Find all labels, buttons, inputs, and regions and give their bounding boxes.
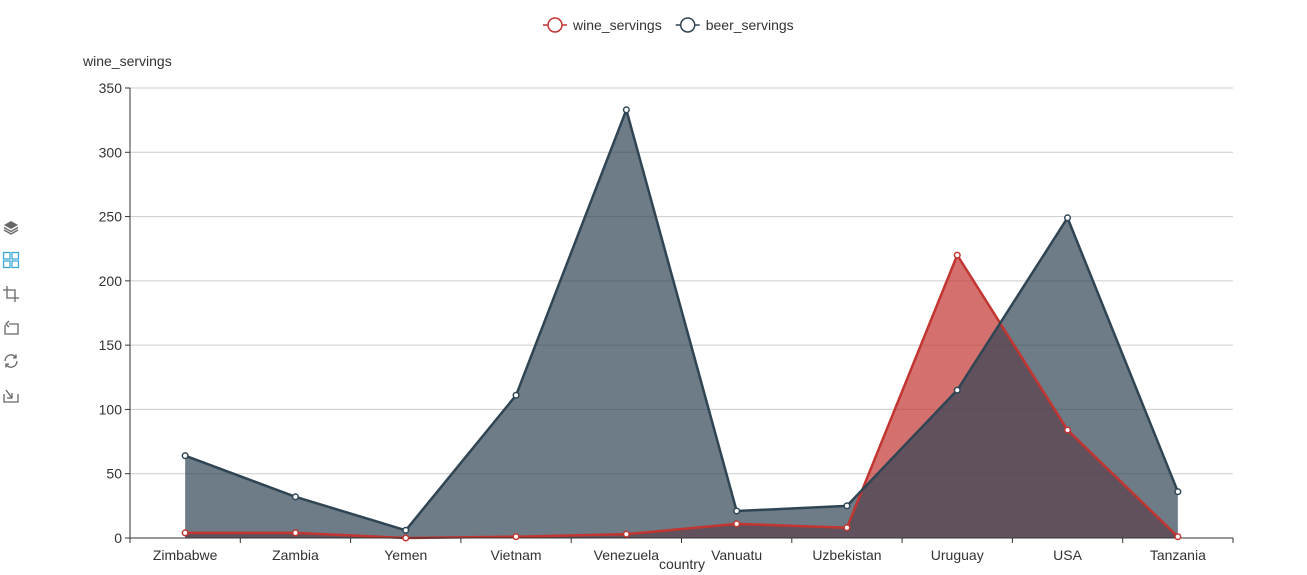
stack-icon[interactable] bbox=[2, 218, 20, 236]
point-beer_servings bbox=[181, 452, 189, 460]
y-tick-label: 150 bbox=[99, 337, 123, 353]
x-tick-label: Venezuela bbox=[594, 547, 660, 563]
point-beer_servings bbox=[512, 391, 520, 399]
point-beer_servings bbox=[291, 493, 300, 501]
x-tick-label: Zambia bbox=[272, 547, 319, 563]
point-wine_servings bbox=[402, 534, 410, 542]
line-beer_servings bbox=[184, 108, 1180, 532]
save-image-icon[interactable] bbox=[2, 386, 20, 404]
y-tick-label: 200 bbox=[99, 273, 123, 289]
point-beer_servings bbox=[953, 386, 961, 394]
legend-label-wine_servings: wine_servings bbox=[572, 17, 662, 33]
point-beer_servings bbox=[402, 526, 410, 534]
point-wine_servings bbox=[1064, 426, 1072, 434]
y-tick-label: 100 bbox=[99, 401, 123, 417]
restore-icon[interactable] bbox=[2, 352, 20, 370]
y-axis-title: wine_servings bbox=[82, 53, 172, 69]
point-wine_servings bbox=[181, 529, 189, 537]
point-beer_servings bbox=[1064, 214, 1072, 222]
point-wine_servings bbox=[512, 533, 520, 541]
point-beer_servings bbox=[843, 502, 851, 510]
axes: wine_servings country 0 50 100 150 200 250 300… bbox=[82, 53, 1234, 572]
line-series bbox=[184, 108, 1180, 540]
zoom-icon[interactable] bbox=[2, 285, 20, 303]
y-tick-label: 0 bbox=[114, 530, 122, 546]
point-wine_servings bbox=[733, 520, 741, 528]
point-beer_servings bbox=[622, 106, 630, 114]
x-tick-label: Uzbekistan bbox=[812, 547, 881, 563]
x-tick-label: Vietnam bbox=[490, 547, 541, 563]
line-wine_servings bbox=[185, 253, 1179, 540]
point-wine_servings bbox=[622, 530, 630, 538]
x-tick-label: Zimbabwe bbox=[153, 547, 218, 563]
y-tick-label: 300 bbox=[99, 144, 123, 160]
data-points bbox=[181, 106, 1182, 542]
legend: wine_servings beer_servings bbox=[543, 17, 794, 33]
point-wine_servings bbox=[843, 524, 851, 532]
x-tick-label: USA bbox=[1053, 547, 1082, 563]
area-beer_servings bbox=[185, 109, 1178, 538]
x-tick-label: Vanuatu bbox=[711, 547, 762, 563]
tiled-icon[interactable] bbox=[2, 251, 20, 269]
point-beer_servings bbox=[1174, 488, 1182, 496]
y-tick-label: 250 bbox=[99, 209, 123, 225]
legend-marker-beer_servings bbox=[679, 17, 696, 33]
point-beer_servings bbox=[733, 507, 741, 515]
x-tick-label: Yemen bbox=[384, 547, 427, 563]
x-axis-title: country bbox=[659, 556, 705, 572]
legend-label-beer_servings: beer_servings bbox=[706, 17, 794, 33]
point-wine_servings bbox=[953, 251, 961, 259]
y-tick-label: 350 bbox=[99, 80, 123, 96]
x-tick-label: Uruguay bbox=[931, 547, 984, 563]
legend-marker-wine_servings bbox=[547, 17, 563, 33]
y-tick-label: 50 bbox=[106, 466, 122, 482]
zoom-reset-icon[interactable] bbox=[2, 318, 20, 336]
x-tick-label: Tanzania bbox=[1150, 547, 1206, 563]
point-wine_servings bbox=[291, 529, 300, 537]
point-wine_servings bbox=[1174, 533, 1182, 541]
